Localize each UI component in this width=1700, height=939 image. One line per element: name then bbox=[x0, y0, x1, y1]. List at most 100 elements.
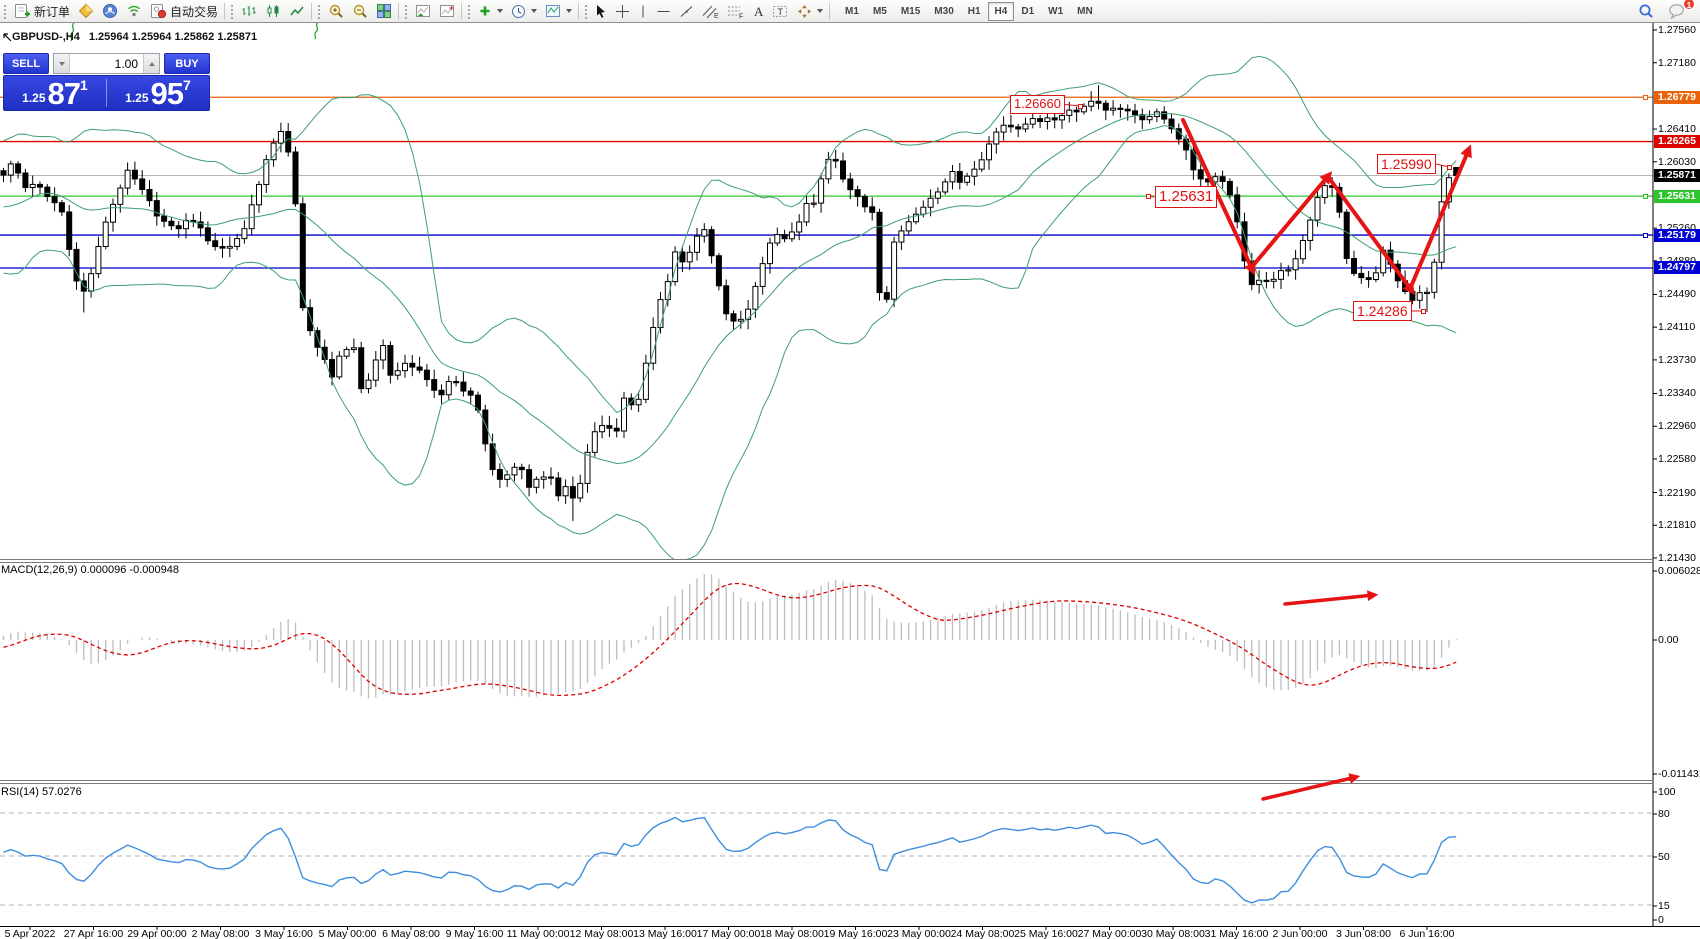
trendline-button[interactable] bbox=[675, 1, 698, 22]
timeframe-MN[interactable]: MN bbox=[1077, 5, 1093, 17]
crosshair-button[interactable] bbox=[611, 1, 634, 22]
templates-button[interactable] bbox=[541, 1, 576, 22]
chart-autoscroll-icon bbox=[439, 3, 455, 19]
volume-increase-button[interactable] bbox=[143, 54, 159, 73]
sell-price-prefix: 1.25 bbox=[22, 91, 46, 105]
profile-button[interactable] bbox=[98, 1, 122, 22]
auto-scroll-button[interactable] bbox=[411, 1, 435, 22]
toolbar-groups: 新订单 自动交易 E F A T bbox=[0, 0, 832, 22]
rsi-arrow[interactable] bbox=[1261, 773, 1361, 801]
autotrade-icon bbox=[150, 3, 167, 19]
volume-decrease-button[interactable] bbox=[54, 54, 70, 73]
text-a-icon: A bbox=[752, 4, 764, 19]
line-chart-button[interactable] bbox=[285, 1, 309, 22]
text-button[interactable]: A bbox=[748, 1, 768, 22]
signals-button[interactable] bbox=[122, 1, 146, 22]
buy-price-big: 95 bbox=[150, 76, 184, 111]
signal-icon bbox=[126, 3, 142, 19]
sell-price-sup: 1 bbox=[80, 77, 88, 93]
clock-icon bbox=[511, 4, 526, 19]
text-label-button[interactable]: T bbox=[768, 1, 793, 22]
toolbar-grip bbox=[3, 3, 7, 19]
chart-shift-button[interactable] bbox=[435, 1, 459, 22]
timeframe-M5[interactable]: M5 bbox=[872, 5, 887, 17]
new-order-button[interactable]: 新订单 bbox=[10, 1, 74, 22]
fibonacci-button[interactable]: F bbox=[723, 1, 748, 22]
notifications-button[interactable]: 1 bbox=[1664, 0, 1695, 22]
timeframe-H4[interactable]: H4 bbox=[987, 1, 1015, 21]
bollinger-upper-band bbox=[3, 55, 1457, 414]
bars-chart-icon bbox=[241, 3, 257, 19]
timeframe-H1[interactable]: H1 bbox=[967, 5, 981, 17]
timeframe-D1[interactable]: D1 bbox=[1021, 5, 1035, 17]
svg-text:T: T bbox=[778, 7, 784, 17]
trendline-icon bbox=[679, 4, 694, 19]
trend-arrow-1[interactable] bbox=[1181, 118, 1256, 276]
bollinger-lower-band bbox=[3, 125, 1457, 560]
rsi-line bbox=[3, 816, 1457, 904]
add-indicator-button[interactable] bbox=[474, 1, 507, 22]
one-click-trading-panel: SELL BUY 1.25 87 1 1.25 95 7 bbox=[3, 53, 210, 111]
bar-chart-button[interactable] bbox=[237, 1, 261, 22]
timeframe-W1[interactable]: W1 bbox=[1048, 5, 1064, 17]
cursor-button[interactable] bbox=[591, 1, 611, 22]
main-pane bbox=[0, 55, 1653, 560]
notification-badge: 1 bbox=[1683, 0, 1695, 10]
trend-arrow-4[interactable] bbox=[1408, 144, 1472, 291]
macd-signal-line bbox=[3, 582, 1457, 697]
vertical-line-button[interactable] bbox=[634, 1, 652, 22]
macd-indicator-label: MACD(12,26,9) 0.000096 -0.000948 bbox=[1, 564, 179, 576]
green-mark[interactable] bbox=[314, 21, 319, 40]
sell-button[interactable]: SELL bbox=[3, 53, 49, 74]
timeframe-M30[interactable]: M30 bbox=[934, 5, 954, 17]
bollinger-middle-band bbox=[3, 113, 1457, 464]
toolbar-separator bbox=[829, 2, 831, 20]
bid-ask-display[interactable]: 1.25 87 1 1.25 95 7 bbox=[3, 75, 210, 111]
buy-price: 1.25 95 7 bbox=[107, 76, 209, 110]
macd-arrow[interactable] bbox=[1283, 590, 1379, 606]
auto-trading-button[interactable]: 自动交易 bbox=[146, 1, 222, 22]
toolbar-separator bbox=[461, 2, 463, 20]
tile-windows-button[interactable] bbox=[372, 1, 396, 22]
chart-shift-icon bbox=[415, 3, 431, 19]
charts-button[interactable] bbox=[74, 1, 98, 22]
zoom-in-icon bbox=[328, 3, 344, 19]
triangle-down-icon bbox=[58, 61, 65, 66]
sell-price: 1.25 87 1 bbox=[4, 76, 106, 110]
fibonacci-icon: F bbox=[727, 4, 744, 19]
timeframe-M15[interactable]: M15 bbox=[900, 5, 921, 17]
price-divider bbox=[106, 79, 107, 107]
svg-text:A: A bbox=[754, 4, 764, 19]
arrows-button[interactable] bbox=[793, 1, 827, 22]
search-button[interactable] bbox=[1634, 1, 1658, 22]
channel-icon: E bbox=[702, 4, 719, 19]
chevron-down-icon bbox=[497, 9, 504, 13]
green-mark[interactable] bbox=[70, 22, 75, 42]
horizontal-line-button[interactable] bbox=[652, 1, 675, 22]
hline-icon bbox=[656, 4, 671, 19]
new-order-button-label: 新订单 bbox=[34, 4, 71, 19]
zoom-out-button[interactable] bbox=[348, 1, 372, 22]
zoom-in-button[interactable] bbox=[324, 1, 348, 22]
search-icon bbox=[1638, 3, 1654, 19]
line-chart-icon bbox=[289, 3, 305, 19]
volume-input[interactable] bbox=[70, 54, 143, 73]
cursor-icon bbox=[595, 4, 607, 19]
svg-text:F: F bbox=[739, 13, 743, 19]
rsi-pane bbox=[0, 812, 1653, 906]
new-order-icon bbox=[14, 3, 31, 19]
trend-arrow-2[interactable] bbox=[1249, 171, 1333, 270]
vline-icon bbox=[638, 4, 648, 19]
triangle-up-icon bbox=[148, 61, 155, 66]
text-label-icon: T bbox=[772, 4, 789, 19]
chart-title: GBPUSD-,H4 1.25964 1.25964 1.25862 1.258… bbox=[3, 31, 257, 43]
channel-button[interactable]: E bbox=[698, 1, 723, 22]
buy-button[interactable]: BUY bbox=[164, 53, 210, 74]
candlestick-chart-button[interactable] bbox=[261, 1, 285, 22]
periods-button[interactable] bbox=[507, 1, 541, 22]
trend-arrow-3[interactable] bbox=[1327, 176, 1415, 295]
timeframe-M1[interactable]: M1 bbox=[845, 5, 859, 17]
toolbar-grip bbox=[467, 3, 472, 19]
